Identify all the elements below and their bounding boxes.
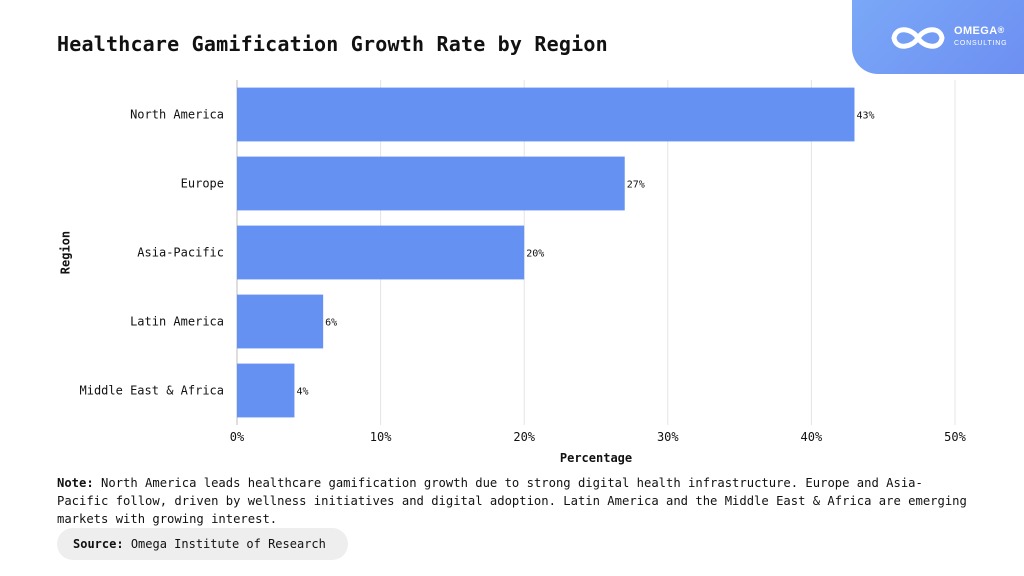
x-tick-label: 0% bbox=[230, 430, 245, 444]
logo-name: OMEGA bbox=[954, 25, 998, 37]
x-tick-label: 40% bbox=[801, 430, 823, 444]
bars bbox=[237, 87, 855, 418]
source-text: Omega Institute of Research bbox=[130, 537, 326, 551]
logo-subtitle: CONSULTING bbox=[954, 40, 1008, 47]
logo-registered-mark: ® bbox=[997, 25, 1005, 35]
x-tick-label: 30% bbox=[657, 430, 679, 444]
note-label: Note: bbox=[57, 476, 94, 490]
x-tick-label: 20% bbox=[513, 430, 535, 444]
bar-chart: North America Europe Asia-Pacific Latin Ame… bbox=[59, 80, 967, 465]
source-badge: Source: Omega Institute of Research bbox=[57, 528, 348, 560]
x-axis-label: Percentage bbox=[560, 451, 632, 465]
bar bbox=[237, 225, 525, 280]
value-label: 43% bbox=[856, 111, 874, 122]
y-axis-label: Region bbox=[59, 231, 73, 274]
category-label: Middle East & Africa bbox=[80, 384, 225, 398]
bar bbox=[237, 156, 625, 211]
value-label: 27% bbox=[627, 180, 645, 191]
category-label: Latin America bbox=[130, 315, 224, 329]
infinity-logo-icon bbox=[891, 27, 945, 49]
note-text: North America leads healthcare gamificat… bbox=[57, 476, 967, 526]
bar bbox=[237, 363, 295, 418]
x-tick-label: 50% bbox=[944, 430, 966, 444]
category-labels: North America Europe Asia-Pacific Latin Ame… bbox=[80, 108, 225, 398]
source-label: Source: bbox=[73, 537, 124, 551]
x-tick-label: 10% bbox=[370, 430, 392, 444]
brand-logo: OMEGA® CONSULTING bbox=[852, 0, 1024, 74]
category-label: Europe bbox=[181, 177, 224, 191]
value-label: 6% bbox=[325, 318, 337, 329]
value-labels: 43% 27% 20% 6% 4% bbox=[296, 111, 874, 398]
bar bbox=[237, 87, 855, 142]
bar bbox=[237, 294, 324, 349]
chart-title: Healthcare Gamification Growth Rate by R… bbox=[57, 32, 608, 56]
chart-note: Note: North America leads healthcare gam… bbox=[57, 474, 972, 528]
category-label: Asia-Pacific bbox=[137, 246, 224, 260]
x-tick-labels: 0% 10% 20% 30% 40% 50% bbox=[230, 430, 967, 444]
value-label: 4% bbox=[296, 387, 308, 398]
category-label: North America bbox=[130, 108, 224, 122]
value-label: 20% bbox=[526, 249, 544, 260]
